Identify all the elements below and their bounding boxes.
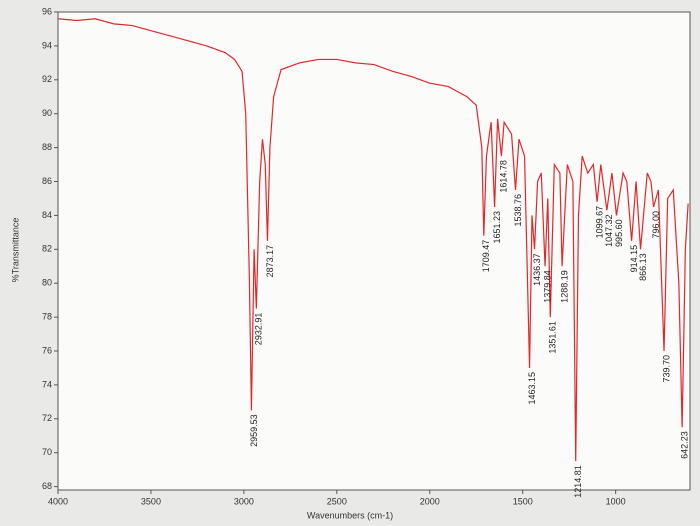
x-tick-label: 1500 [513,496,533,506]
x-tick-label: 1000 [606,496,626,506]
peak-label: 866.13 [638,253,648,281]
peak-label: 1709.47 [481,240,491,273]
peak-label: 1379.84 [542,270,552,303]
x-tick-label: 3500 [141,496,161,506]
peak-label: 1047.32 [604,214,614,247]
x-tick-label: 3000 [234,496,254,506]
peak-label: 1288.19 [559,270,569,303]
x-tick-label: 4000 [48,496,68,506]
y-tick-label: 76 [42,345,52,355]
peak-label: 1463.15 [527,372,537,405]
y-tick-label: 74 [42,379,52,389]
y-tick-label: 72 [42,413,52,423]
y-tick-label: 68 [42,481,52,491]
peak-label: 796.00 [651,211,661,239]
y-tick-label: 88 [42,142,52,152]
y-tick-label: 90 [42,108,52,118]
peak-label: 739.70 [661,355,671,383]
x-tick-label: 2500 [327,496,347,506]
y-axis-label: %Transmittance [10,218,20,283]
peak-label: 1651.23 [492,211,502,244]
spectrum-line [57,18,689,462]
peak-label: 2873.17 [265,245,275,278]
y-tick-label: 84 [42,210,52,220]
y-tick-label: 96 [42,6,52,16]
plot-area [57,11,691,491]
peak-label: 995.60 [614,219,624,247]
y-tick-label: 78 [42,311,52,321]
peak-label: 2932.91 [254,313,264,346]
peak-label: 642.23 [680,431,690,459]
peak-label: 2959.53 [249,414,259,447]
y-tick-label: 80 [42,278,52,288]
peak-label: 1538.76 [513,194,523,227]
peak-label: 914.15 [629,245,639,273]
x-tick-label: 2000 [420,496,440,506]
peak-label: 1614.78 [499,160,509,193]
peak-label: 1099.67 [594,206,604,239]
peak-label: 1351.61 [548,321,558,354]
peak-label: 1436.37 [532,253,542,286]
y-tick-label: 86 [42,176,52,186]
x-axis-label: Wavenumbers (cm-1) [307,510,393,520]
y-tick-label: 82 [42,244,52,254]
peak-label: 1214.81 [573,465,583,498]
y-tick-label: 94 [42,40,52,50]
y-tick-label: 70 [42,447,52,457]
y-tick-label: 92 [42,74,52,84]
